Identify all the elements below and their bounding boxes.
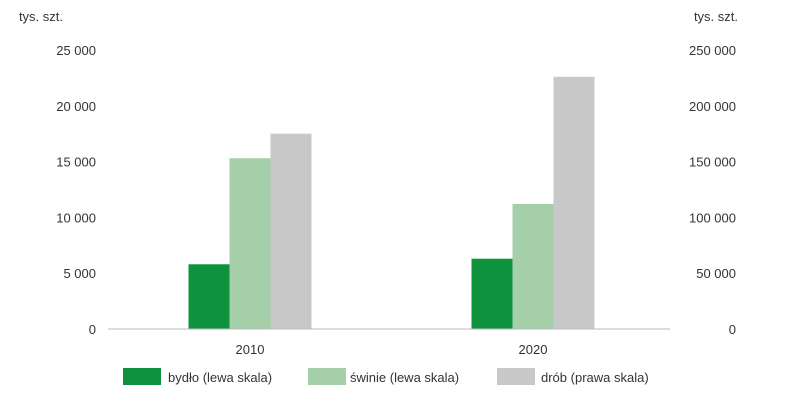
right-axis-tick-label: 100 000 (689, 210, 736, 225)
left-axis-tick-label: 10 000 (56, 210, 96, 225)
x-axis-category-label: 2010 (236, 342, 265, 357)
bars (188, 76, 595, 329)
legend-swatch (123, 368, 161, 385)
left-axis: 0 5 000 10 000 15 000 20 000 25 000 (56, 43, 96, 337)
left-axis-tick-label: 15 000 (56, 155, 96, 170)
right-axis-tick-label: 200 000 (689, 99, 736, 114)
x-axis-category-label: 2020 (519, 342, 548, 357)
bar-swinie-2010 (229, 158, 271, 329)
x-axis: 2010 2020 (236, 342, 548, 357)
right-axis-tick-label: 250 000 (689, 43, 736, 58)
legend-label: bydło (lewa skala) (168, 370, 272, 385)
left-axis-tick-label: 25 000 (56, 43, 96, 58)
right-axis-tick-label: 150 000 (689, 155, 736, 170)
legend: bydło (lewa skala) świnie (lewa skala) dró… (123, 368, 649, 385)
right-axis-tick-label: 50 000 (696, 266, 736, 281)
left-axis-tick-label: 20 000 (56, 99, 96, 114)
legend-label: drób (prawa skala) (541, 370, 649, 385)
bar-drob-2010 (270, 133, 312, 329)
bar-drob-2020 (553, 76, 595, 329)
bar-bydlo-2020 (471, 258, 513, 329)
legend-label: świnie (lewa skala) (350, 370, 459, 385)
left-axis-tick-label: 0 (89, 322, 96, 337)
right-axis: 0 50 000 100 000 150 000 200 000 250 000 (689, 43, 736, 337)
left-axis-unit-label: tys. szt. (19, 9, 63, 24)
legend-swatch (308, 368, 346, 385)
right-axis-tick-label: 0 (729, 322, 736, 337)
left-axis-tick-label: 5 000 (63, 266, 96, 281)
bar-bydlo-2010 (188, 264, 230, 329)
legend-swatch (497, 368, 535, 385)
right-axis-unit-label: tys. szt. (694, 9, 738, 24)
bar-swinie-2020 (512, 204, 554, 329)
